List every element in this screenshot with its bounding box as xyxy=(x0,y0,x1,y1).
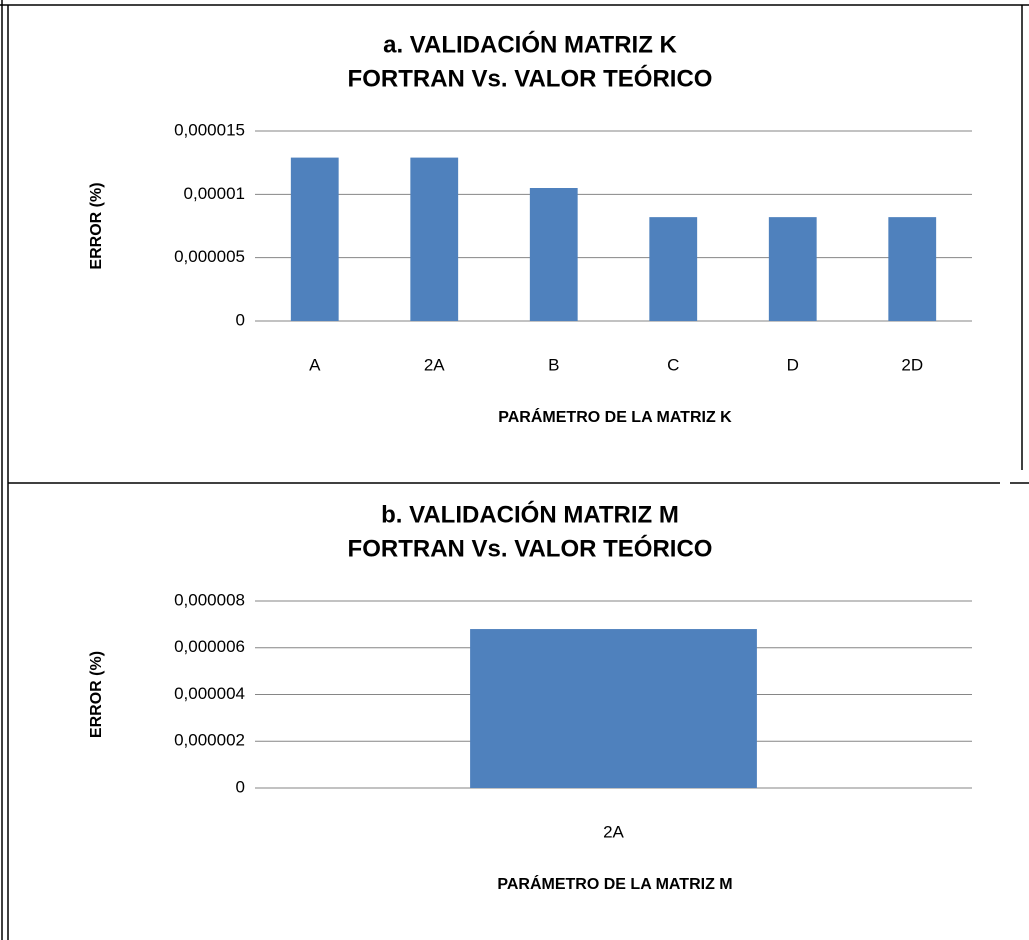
y-axis-title: ERROR (%) xyxy=(88,651,105,738)
bar xyxy=(768,217,817,321)
y-tick-label: 0,000005 xyxy=(174,247,245,266)
y-tick-label: 0,00001 xyxy=(184,184,245,203)
y-axis-title: ERROR (%) xyxy=(88,182,105,269)
bar xyxy=(290,157,339,321)
x-tick-label: 2A xyxy=(603,822,624,841)
x-tick-label: A xyxy=(309,355,321,374)
chart-title: a. VALIDACIÓN MATRIZ K xyxy=(383,30,677,58)
chart-title: b. VALIDACIÓN MATRIZ M xyxy=(381,500,679,528)
chart-subtitle: FORTRAN Vs. VALOR TEÓRICO xyxy=(348,534,713,562)
y-tick-label: 0,000006 xyxy=(174,637,245,656)
x-axis-title: PARÁMETRO DE LA MATRIZ M xyxy=(497,874,732,893)
y-tick-label: 0,000008 xyxy=(174,590,245,609)
y-tick-label: 0 xyxy=(236,777,245,796)
x-tick-label: D xyxy=(787,355,799,374)
chart-subtitle: FORTRAN Vs. VALOR TEÓRICO xyxy=(348,64,713,92)
bar xyxy=(410,157,459,321)
bar xyxy=(649,217,698,321)
y-tick-label: 0,000015 xyxy=(174,120,245,139)
x-tick-label: B xyxy=(548,355,559,374)
bar xyxy=(888,217,937,321)
x-axis-title: PARÁMETRO DE LA MATRIZ K xyxy=(498,407,732,426)
x-tick-label: C xyxy=(667,355,679,374)
bar xyxy=(470,629,757,788)
x-tick-label: 2A xyxy=(424,355,445,374)
y-tick-label: 0,000004 xyxy=(174,684,245,703)
y-tick-label: 0 xyxy=(236,310,245,329)
bar xyxy=(529,188,578,321)
x-tick-label: 2D xyxy=(901,355,923,374)
y-tick-label: 0,000002 xyxy=(174,731,245,750)
